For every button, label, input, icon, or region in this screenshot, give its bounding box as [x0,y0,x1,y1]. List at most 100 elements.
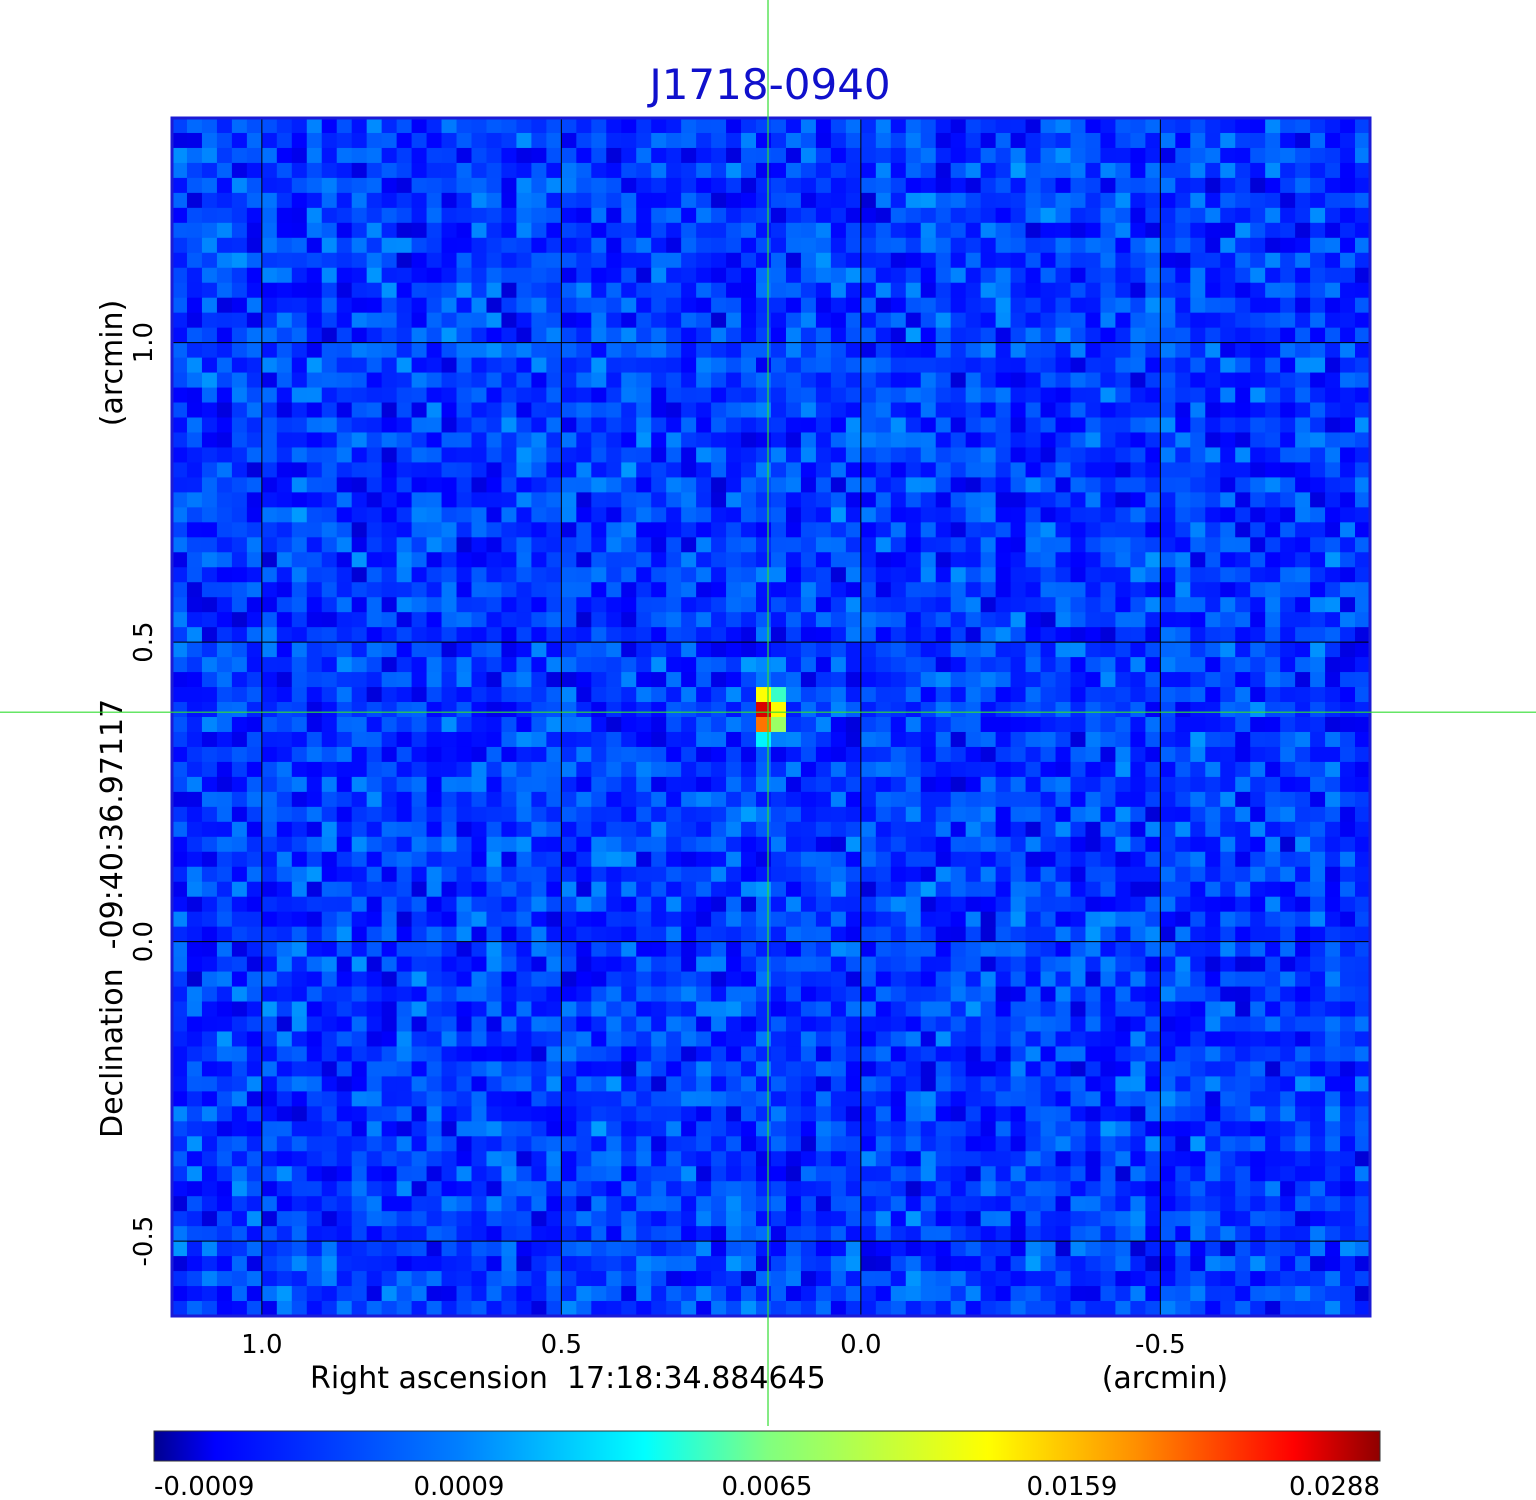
heatmap-cell [172,836,188,853]
heatmap-cell [726,267,742,284]
heatmap-cell [291,806,308,823]
heatmap-cell [366,896,383,913]
heatmap-cell [381,806,398,823]
heatmap-cell [1295,702,1311,718]
heatmap-cell [935,192,952,209]
heatmap-cell [1280,702,1296,718]
heatmap-cell [1130,342,1146,359]
heatmap-cell [1205,866,1221,883]
heatmap-cell [980,971,997,987]
heatmap-cell [1145,702,1161,718]
heatmap-cell [201,447,218,463]
heatmap-cell [1340,147,1356,164]
heatmap-cell [261,267,278,284]
heatmap-cell [666,746,682,763]
heatmap-cell [1250,312,1266,329]
heatmap-cell [950,462,967,478]
heatmap-cell [201,522,218,538]
heatmap-cell [1070,462,1086,478]
heatmap-cell [860,192,877,209]
heatmap-cell [815,776,832,793]
heatmap-cell [1160,372,1176,388]
heatmap-cell [531,192,547,209]
heatmap-cell [231,312,248,329]
heatmap-cell [1205,567,1221,583]
heatmap-cell [771,866,787,883]
heatmap-cell [1265,417,1281,433]
heatmap-cell [1070,507,1086,523]
heatmap-cell [1085,432,1101,448]
heatmap-cell [1235,162,1251,179]
heatmap-cell [771,1016,787,1032]
heatmap-cell [306,627,323,643]
heatmap-cell [561,881,577,898]
heatmap-cell [1295,222,1311,239]
heatmap-cell [231,627,248,643]
heatmap-cell [1295,911,1311,928]
heatmap-cell [726,956,742,972]
heatmap-cell [1190,537,1206,553]
heatmap-cell [1025,492,1041,508]
heatmap-cell [920,372,937,388]
heatmap-cell [576,192,592,209]
heatmap-cell [546,327,562,344]
heatmap-cell [1040,118,1056,134]
heatmap-cell [1130,866,1146,883]
heatmap-cell [1250,851,1266,868]
heatmap-cell [216,507,233,523]
heatmap-cell [1130,582,1146,598]
heatmap-cell [1325,986,1341,1002]
heatmap-cell [216,342,233,359]
heatmap-cell [1175,462,1191,478]
heatmap-cell [1355,851,1371,868]
heatmap-cell [1085,821,1101,838]
heatmap-cell [756,222,772,239]
heatmap-cell [696,597,712,613]
heatmap-cell [935,911,952,928]
heatmap-cell [621,642,637,658]
heatmap-cell [486,462,502,478]
heatmap-cell [336,417,353,433]
heatmap-cell [1085,118,1101,134]
heatmap-cell [920,267,937,284]
heatmap-cell [201,582,218,598]
heatmap-cell [441,327,457,344]
heatmap-cell [321,118,338,134]
heatmap-cell [1310,327,1326,344]
heatmap-cell [186,761,203,778]
heatmap-cell [800,717,817,733]
heatmap-cell [336,717,353,733]
heatmap-cell [366,776,383,793]
heatmap-cell [860,432,877,448]
heatmap-cell [1325,866,1341,883]
heatmap-cell [1010,162,1026,179]
heatmap-cell [172,477,188,493]
heatmap-cell [965,582,982,598]
heatmap-cell [1175,118,1191,134]
heatmap-cell [201,552,218,568]
heatmap-cell [651,1031,667,1047]
heatmap-cell [815,402,832,418]
heatmap-cell [875,432,892,448]
heatmap-cell [965,1031,982,1047]
heatmap-cell [396,267,413,284]
heatmap-cell [1085,417,1101,433]
heatmap-cell [1355,717,1371,733]
heatmap-cell [1055,282,1071,299]
heatmap-cell [1220,642,1236,658]
heatmap-cell [980,806,997,823]
heatmap-cell [456,447,472,463]
heatmap-cell [366,1046,383,1062]
heatmap-cell [920,1031,937,1047]
heatmap-cell [1115,372,1131,388]
heatmap-cell [681,1046,697,1062]
heatmap-cell [366,582,383,598]
heatmap-cell [486,836,502,853]
heatmap-cell [351,297,368,314]
heatmap-cell [1355,417,1371,433]
heatmap-cell [785,761,802,778]
heatmap-cell [1040,147,1056,164]
heatmap-cell [815,372,832,388]
heatmap-cell [426,357,442,373]
heatmap-cell [201,118,218,134]
